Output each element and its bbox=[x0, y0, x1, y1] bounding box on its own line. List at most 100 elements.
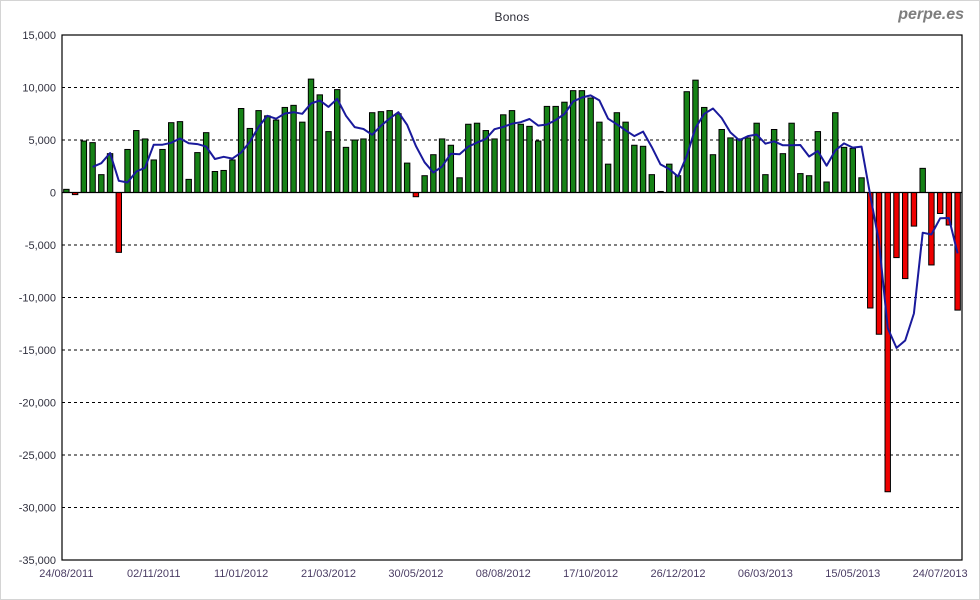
bar-positive bbox=[316, 94, 323, 193]
bar-positive bbox=[473, 122, 481, 193]
bar-negative bbox=[936, 192, 944, 214]
bar-positive bbox=[543, 105, 551, 193]
bar-positive bbox=[858, 177, 865, 194]
bar-positive bbox=[89, 142, 96, 193]
chart-title: Bonos bbox=[494, 10, 530, 24]
x-tick-label: 24/08/2011 bbox=[39, 568, 93, 580]
bar-positive bbox=[456, 177, 463, 194]
bar-positive bbox=[290, 104, 297, 193]
bar-positive bbox=[718, 129, 725, 193]
y-tick-label: 0 bbox=[50, 188, 56, 200]
bar-positive bbox=[447, 144, 455, 193]
bar-positive bbox=[797, 173, 804, 194]
y-tick-label: -20,000 bbox=[19, 398, 56, 410]
y-tick-label: -35,000 bbox=[19, 555, 56, 567]
bar-positive bbox=[194, 152, 201, 194]
bar-negative bbox=[893, 192, 900, 259]
bar-positive bbox=[569, 90, 577, 193]
bar-positive bbox=[334, 89, 341, 193]
x-tick-label: 06/03/2013 bbox=[738, 568, 793, 580]
y-tick-label: 10,000 bbox=[22, 83, 56, 95]
bar-positive bbox=[788, 122, 795, 193]
bar-positive bbox=[229, 159, 236, 193]
bar-positive bbox=[202, 132, 210, 193]
bar-positive bbox=[526, 125, 533, 193]
bar-positive bbox=[840, 146, 848, 194]
bar-positive bbox=[360, 138, 367, 193]
y-axis-labels: 15,000 10,000 5,000 0 -5,000 -10,000 -15,000 -2… bbox=[19, 30, 56, 567]
bar-series bbox=[63, 78, 961, 493]
bar-positive bbox=[919, 167, 926, 194]
x-tick-label: 26/12/2012 bbox=[650, 568, 705, 580]
bar-positive bbox=[281, 106, 289, 193]
x-tick-label: 21/03/2012 bbox=[301, 568, 356, 580]
x-tick-label: 17/10/2012 bbox=[563, 568, 618, 580]
y-tick-label: -5,000 bbox=[25, 240, 56, 252]
y-tick-label: -25,000 bbox=[19, 450, 56, 462]
bar-positive bbox=[124, 148, 131, 193]
bar-positive bbox=[299, 121, 306, 193]
bar-positive bbox=[648, 174, 656, 193]
bar-positive bbox=[98, 174, 105, 193]
x-tick-label: 30/05/2012 bbox=[388, 568, 443, 580]
bar-positive bbox=[779, 153, 787, 193]
bar-positive bbox=[631, 144, 638, 193]
bar-positive bbox=[465, 123, 472, 193]
bar-positive bbox=[823, 181, 830, 193]
x-tick-label: 02/11/2011 bbox=[127, 568, 180, 580]
y-tick-label: -10,000 bbox=[19, 293, 56, 305]
bar-negative bbox=[884, 192, 891, 493]
bar-negative bbox=[910, 192, 918, 227]
bar-positive bbox=[421, 175, 428, 193]
bar-positive bbox=[770, 129, 778, 193]
bar-positive bbox=[386, 110, 393, 193]
bar-positive bbox=[307, 78, 315, 193]
moving-average-line bbox=[92, 94, 959, 349]
bar-positive bbox=[639, 145, 647, 194]
x-axis-labels: 24/08/2011 02/11/2011 11/01/2012 21/03/2012… bbox=[39, 568, 967, 580]
y-tick-label: -30,000 bbox=[19, 503, 56, 515]
bar-positive bbox=[133, 130, 140, 194]
bar-positive bbox=[587, 97, 594, 193]
watermark-perpe-es: perpe.es bbox=[898, 6, 964, 23]
bar-positive bbox=[176, 121, 184, 193]
bar-positive bbox=[805, 175, 813, 193]
bar-positive bbox=[491, 138, 498, 193]
bar-positive bbox=[159, 148, 166, 193]
y-tick-label: 15,000 bbox=[22, 30, 56, 42]
bar-positive bbox=[368, 112, 376, 193]
bar-positive bbox=[272, 119, 280, 193]
bar-positive bbox=[578, 90, 586, 193]
bar-positive bbox=[735, 138, 743, 193]
bar-positive bbox=[849, 147, 856, 193]
x-tick-label: 08/08/2012 bbox=[476, 568, 531, 580]
x-tick-label: 15/05/2013 bbox=[825, 568, 880, 580]
y-tick-label: 5,000 bbox=[28, 135, 56, 147]
bar-positive bbox=[683, 91, 690, 193]
bar-positive bbox=[517, 123, 524, 193]
bar-positive bbox=[325, 131, 332, 194]
bar-negative bbox=[412, 192, 420, 198]
bar-positive bbox=[185, 178, 192, 193]
bar-positive bbox=[168, 122, 175, 193]
bar-positive bbox=[762, 174, 769, 193]
bar-positive bbox=[709, 154, 717, 193]
bar-positive bbox=[727, 137, 734, 193]
bar-positive bbox=[604, 163, 612, 193]
bar-positive bbox=[814, 131, 822, 194]
bar-positive bbox=[80, 140, 88, 194]
bar-positive bbox=[264, 115, 271, 193]
y-tick-label: -15,000 bbox=[19, 345, 56, 357]
plot-border bbox=[61, 34, 963, 561]
bar-positive bbox=[535, 140, 542, 194]
bar-negative bbox=[115, 192, 123, 253]
bar-positive bbox=[351, 139, 358, 193]
bar-positive bbox=[701, 106, 708, 193]
bar-positive bbox=[342, 146, 350, 194]
bar-positive bbox=[430, 154, 437, 193]
bar-positive bbox=[395, 113, 402, 193]
x-tick-label: 11/01/2012 bbox=[214, 568, 268, 580]
bar-positive bbox=[596, 121, 603, 193]
